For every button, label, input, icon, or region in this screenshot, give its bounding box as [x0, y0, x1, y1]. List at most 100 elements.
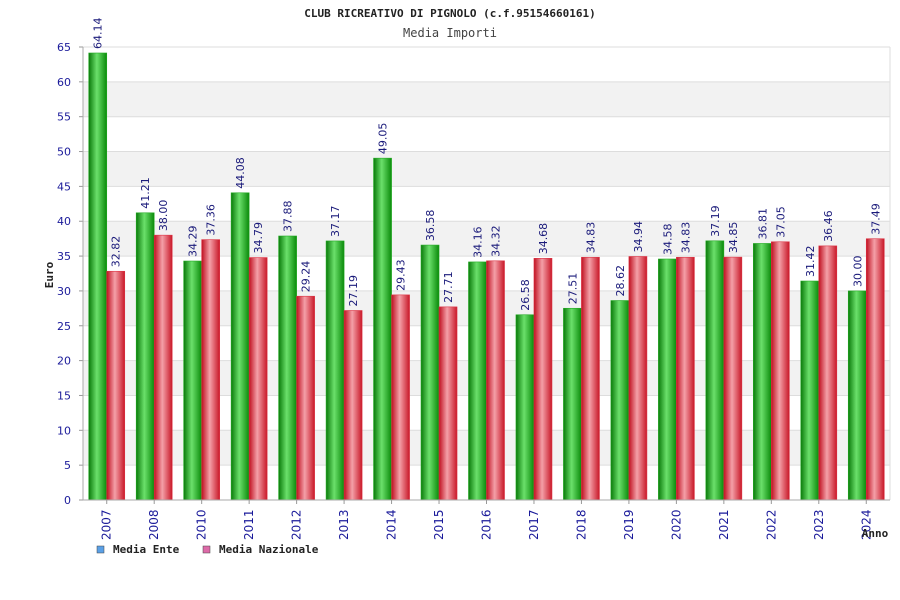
x-tick-label: 2016: [480, 509, 494, 540]
data-label: 34.79: [252, 222, 265, 254]
y-tick-label: 10: [57, 424, 71, 437]
data-label: 27.19: [347, 275, 360, 307]
y-tick-label: 15: [57, 389, 71, 402]
legend-swatch-media-nazionale: [202, 545, 211, 554]
y-tick-label: 60: [57, 76, 71, 89]
data-label: 34.29: [187, 226, 200, 258]
legend-swatch-media-ente: [96, 545, 105, 554]
bar-media-nazionale: [106, 270, 126, 501]
legend-label-media-nazionale: Media Nazionale: [219, 543, 319, 556]
x-tick-label: 2014: [385, 509, 399, 540]
x-tick-label: 2020: [669, 509, 683, 540]
data-label: 34.32: [490, 225, 503, 257]
data-label: 34.83: [584, 222, 597, 254]
bar-media-ente: [847, 290, 867, 501]
data-label: 64.14: [92, 17, 105, 49]
y-tick-label: 30: [57, 285, 71, 298]
data-label: 36.58: [424, 210, 437, 242]
x-tick-label: 2024: [859, 509, 873, 540]
data-label: 27.71: [442, 271, 455, 303]
bar-media-ente: [325, 240, 345, 501]
data-label: 36.46: [822, 210, 835, 242]
bar-media-ente: [373, 157, 392, 501]
bar-media-nazionale: [581, 256, 600, 501]
data-label: 36.81: [756, 208, 769, 240]
bar-media-nazionale: [343, 310, 363, 501]
data-label: 38.00: [157, 200, 170, 232]
bar-media-ente: [88, 52, 108, 501]
bar-media-nazionale: [723, 256, 743, 501]
bar-media-ente: [658, 258, 677, 501]
bar-media-ente: [563, 307, 582, 501]
data-label: 37.05: [774, 206, 787, 238]
bar-media-nazionale: [486, 260, 505, 501]
bar-media-ente: [515, 314, 535, 501]
y-tick-label: 5: [64, 459, 71, 472]
bar-media-nazionale: [771, 241, 790, 501]
bar-media-ente: [753, 243, 772, 501]
bar-media-nazionale: [676, 256, 695, 501]
bars: [88, 52, 885, 501]
bar-media-nazionale: [818, 245, 838, 501]
bar-media-ente: [610, 300, 630, 501]
bar-media-ente: [278, 235, 297, 501]
x-tick-label: 2017: [527, 509, 541, 540]
data-label: 29.24: [300, 261, 313, 293]
y-tick-label: 50: [57, 146, 71, 159]
x-tick-label: 2018: [574, 509, 588, 540]
data-label: 34.94: [632, 221, 645, 253]
y-axis-label: Euro: [43, 261, 56, 288]
data-label: 37.17: [329, 205, 342, 237]
bar-media-ente: [705, 240, 725, 501]
data-label: 27.51: [566, 273, 579, 305]
data-label: 30.00: [851, 255, 864, 287]
bar-media-ente: [230, 192, 250, 501]
grid-band: [83, 81, 890, 117]
data-label: 26.58: [519, 279, 532, 311]
bar-media-ente: [183, 260, 202, 501]
legend-label-media-ente: Media Ente: [113, 543, 180, 556]
y-tick-label: 55: [57, 111, 71, 124]
data-label: 31.42: [804, 246, 817, 278]
y-tick-label: 25: [57, 320, 71, 333]
x-tick-labels: 2007 2008 2010 2011 2012 2013 2014 2015 2016 2017…: [100, 500, 873, 540]
x-tick-label: 2019: [622, 509, 636, 540]
data-label: 49.05: [377, 123, 390, 155]
x-tick-label: 2010: [195, 509, 209, 540]
y-tick-label: 40: [57, 215, 71, 228]
bar-media-nazionale: [391, 294, 410, 501]
data-labels: 64.14 32.82 41.21 38.00 34.29 37.36 44.08 34.79…: [92, 17, 883, 310]
bar-media-nazionale: [296, 295, 315, 501]
bar-media-nazionale: [248, 257, 268, 501]
grid-band: [83, 151, 890, 187]
bar-media-nazionale: [438, 306, 458, 501]
x-tick-label: 2007: [100, 509, 114, 540]
bar-media-nazionale: [865, 238, 885, 501]
data-label: 44.08: [234, 157, 247, 189]
data-label: 41.21: [139, 177, 152, 209]
x-tick-label: 2012: [290, 509, 304, 540]
y-tick-label: 20: [57, 355, 71, 368]
x-tick-label: 2021: [717, 509, 731, 540]
data-label: 28.62: [614, 265, 627, 297]
bar-media-nazionale: [153, 234, 173, 501]
x-axis-label: Anno: [862, 527, 889, 540]
data-label: 34.68: [537, 223, 550, 255]
chart-title: CLUB RICREATIVO DI PIGNOLO (c.f.95154660…: [304, 7, 595, 20]
data-label: 37.49: [869, 203, 882, 235]
bar-media-nazionale: [628, 256, 648, 501]
chart-subtitle: Media Importi: [403, 26, 497, 40]
data-label: 37.88: [282, 201, 295, 233]
y-tick-labels: 0 5 10 15 20 25 30 35 40 45 50 55 60 65: [57, 41, 71, 507]
data-label: 34.85: [727, 222, 740, 254]
data-label: 32.82: [110, 236, 123, 268]
x-tick-label: 2011: [242, 509, 256, 540]
data-label: 34.83: [679, 222, 692, 254]
y-tick-label: 0: [64, 494, 71, 507]
x-tick-label: 2013: [337, 509, 351, 540]
data-label: 29.43: [395, 259, 408, 291]
x-tick-label: 2008: [147, 509, 161, 540]
data-label: 37.36: [205, 204, 218, 236]
x-tick-label: 2015: [432, 509, 446, 540]
